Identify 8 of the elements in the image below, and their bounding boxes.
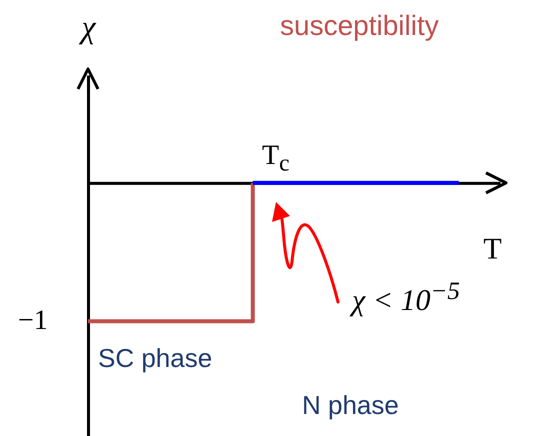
text: SC phase <box>98 343 212 374</box>
text: N phase <box>302 390 399 421</box>
text: T$_{c}$ <box>262 140 290 178</box>
y-axis-title: χ <box>78 8 96 44</box>
chart-title: susceptibility <box>280 10 439 42</box>
annotation: χ < 10$^{−5}$ <box>352 278 460 318</box>
x-axis-title: T <box>483 232 502 266</box>
text: −1 <box>18 305 48 338</box>
